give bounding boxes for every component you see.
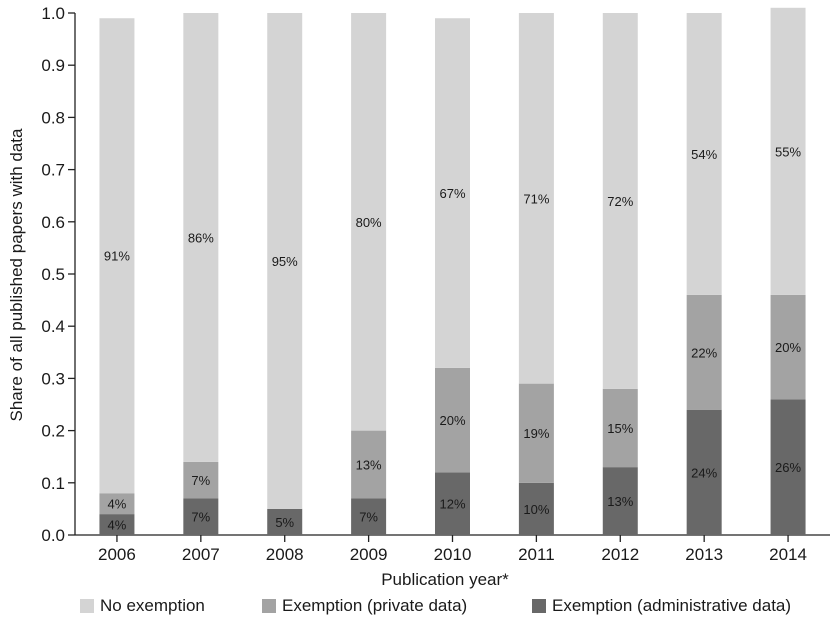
data-label-2012-s0: 13%	[607, 494, 633, 509]
x-tick-label: 2012	[601, 545, 639, 564]
y-tick-label: 0.0	[41, 526, 65, 545]
data-label-2011-s0: 10%	[523, 502, 549, 517]
data-label-2007-s0: 7%	[191, 510, 210, 525]
y-tick-label: 0.1	[41, 474, 65, 493]
bar-segment-2010-s1	[435, 367, 470, 473]
data-label-2006-s1: 4%	[108, 497, 127, 512]
x-axis-label: Publication year*	[381, 570, 509, 589]
data-label-2009-s1: 13%	[356, 458, 382, 473]
data-label-2013-s0: 24%	[691, 465, 717, 480]
x-tick-label: 2007	[182, 545, 220, 564]
bar-segment-2012-s0	[602, 467, 638, 535]
bar-segment-2014-s2	[770, 7, 806, 295]
data-label-2014-s1: 20%	[775, 340, 801, 355]
y-tick-label: 0.7	[41, 161, 65, 180]
x-tick-label: 2011	[518, 545, 555, 564]
bar-segment-2009-s2	[351, 13, 387, 431]
bar-segment-2006-s1	[99, 493, 135, 515]
data-label-2013-s1: 22%	[691, 345, 717, 360]
y-tick-label: 1.0	[41, 4, 65, 23]
x-tick-label: 2009	[350, 545, 388, 564]
bar-segment-2006-s2	[99, 18, 135, 494]
legend: No exemption Exemption (private data) Exem…	[80, 596, 791, 615]
bar-segment-2009-s1	[351, 430, 387, 499]
legend-swatch-2	[532, 599, 546, 613]
data-label-2010-s1: 20%	[439, 413, 465, 428]
bar-segment-2009-s0	[351, 498, 387, 535]
bars-group	[99, 7, 806, 535]
bar-segment-2006-s0	[99, 514, 135, 535]
data-label-2008-s0: 5%	[275, 515, 294, 530]
y-tick-label: 0.8	[41, 108, 65, 127]
data-label-2012-s2: 72%	[607, 194, 633, 209]
data-label-2010-s0: 12%	[439, 497, 465, 512]
y-tick-label: 0.3	[41, 369, 65, 388]
y-tick-label: 0.6	[41, 213, 65, 232]
data-label-2011-s2: 71%	[523, 191, 549, 206]
data-label-2009-s2: 80%	[356, 215, 382, 230]
data-label-2009-s0: 7%	[359, 510, 378, 525]
data-label-2014-s2: 55%	[775, 144, 801, 159]
x-tick-label: 2006	[98, 545, 136, 564]
y-tick-label: 0.9	[41, 56, 65, 75]
x-tick-label: 2014	[769, 545, 807, 564]
bar-segment-2007-s2	[183, 13, 219, 462]
bar-segment-2013-s1	[686, 294, 722, 410]
data-label-2006-s0: 4%	[108, 518, 127, 533]
x-tick-label: 2013	[685, 545, 723, 564]
data-label-2013-s2: 54%	[691, 147, 717, 162]
legend-label-2: Exemption (administrative data)	[552, 596, 791, 615]
y-tick-label: 0.2	[41, 422, 65, 441]
data-label-2010-s2: 67%	[439, 186, 465, 201]
bar-segment-2012-s1	[602, 388, 638, 468]
data-label-2012-s1: 15%	[607, 421, 633, 436]
x-axis: 2006 2007 2008 2009 2010 2011 2012 2013 2014	[98, 535, 807, 564]
legend-label-1: Exemption (private data)	[282, 596, 467, 615]
data-label-2007-s2: 86%	[188, 230, 214, 245]
bar-segment-2007-s0	[183, 498, 219, 535]
data-label-2014-s0: 26%	[775, 460, 801, 475]
bar-labels-group: 4% 4% 91% 7% 7% 86% 5% 95% 7% 13% 80% 12% 20% 67% 10% 1…	[104, 144, 802, 532]
x-tick-label: 2010	[434, 545, 472, 564]
bar-segment-2014-s1	[770, 294, 806, 400]
legend-swatch-0	[80, 599, 94, 613]
bar-segment-2008-s2	[267, 13, 303, 509]
bar-segment-2010-s0	[435, 472, 470, 535]
bar-segment-2012-s2	[602, 13, 638, 389]
bar-segment-2011-s0	[518, 482, 554, 535]
bar-segment-2011-s1	[518, 383, 554, 483]
bar-segment-2013-s2	[686, 13, 722, 295]
y-tick-label: 0.5	[41, 265, 65, 284]
data-label-2007-s1: 7%	[191, 473, 210, 488]
legend-swatch-1	[262, 599, 276, 613]
bar-segment-2008-s0	[267, 508, 303, 535]
bar-segment-2014-s0	[770, 399, 806, 535]
legend-label-0: No exemption	[100, 596, 205, 615]
y-axis: 0.0 0.1 0.2 0.3 0.4 0.5 0.6 0.7 0.8 0.9 1.0	[41, 4, 75, 545]
x-tick-label: 2008	[266, 545, 304, 564]
bar-segment-2011-s2	[518, 13, 554, 384]
y-axis-label: Share of all published papers with data	[7, 128, 26, 422]
y-tick-label: 0.4	[41, 317, 65, 336]
bar-segment-2013-s0	[686, 409, 722, 535]
data-label-2011-s1: 19%	[523, 426, 549, 441]
bar-segment-2010-s2	[435, 18, 470, 368]
data-label-2006-s2: 91%	[104, 249, 130, 264]
bar-segment-2007-s1	[183, 461, 219, 499]
data-label-2008-s2: 95%	[272, 254, 298, 269]
